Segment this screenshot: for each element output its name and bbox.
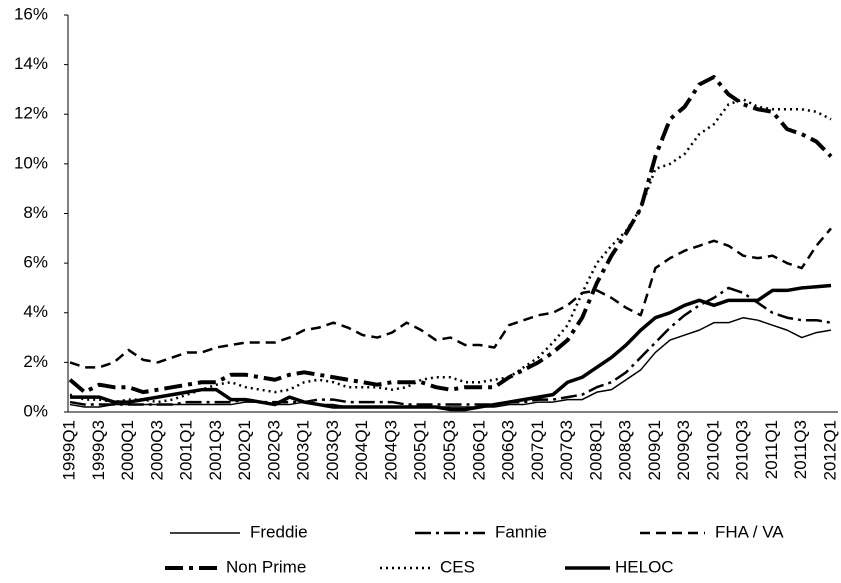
x-tick-label: 2007Q1 [528, 420, 547, 481]
legend-label: Non Prime [226, 557, 306, 576]
y-tick-label: 2% [23, 352, 48, 371]
x-tick-label: 2006Q1 [469, 420, 488, 481]
y-tick-label: 0% [23, 401, 48, 420]
x-tick-label: 2007Q3 [557, 420, 576, 481]
legend-item: Freddie [170, 522, 308, 541]
x-tick-label: 2003Q1 [294, 420, 313, 481]
x-tick-label: 2012Q1 [820, 420, 839, 481]
x-tick-label: 2005Q1 [411, 420, 430, 481]
series-line [70, 283, 832, 412]
y-tick-label: 16% [14, 4, 48, 23]
x-tick-label: 2001Q3 [206, 420, 225, 481]
legend-item: HELOC [565, 557, 674, 576]
x-tick-label: 2010Q3 [733, 420, 752, 481]
legend-label: Fannie [495, 522, 547, 541]
series-line [68, 75, 833, 395]
series-line [69, 98, 832, 404]
legend-label: FHA / VA [715, 522, 784, 541]
legend-item: Fannie [415, 522, 547, 541]
x-tick-label: 2011Q1 [762, 420, 781, 479]
legend-item: FHA / VA [640, 522, 784, 541]
x-tick-label: 2008Q3 [616, 420, 635, 481]
x-tick-label: 2003Q3 [323, 420, 342, 481]
y-tick-label: 4% [23, 302, 48, 321]
legend-label: CES [440, 557, 475, 576]
y-tick-label: 8% [23, 203, 48, 222]
x-tick-label: 2006Q3 [499, 420, 518, 481]
legend-item: CES [380, 557, 475, 576]
x-tick-label: 2004Q3 [381, 420, 400, 481]
x-tick-label: 1999Q1 [59, 420, 78, 481]
x-tick-label: 2000Q3 [147, 420, 166, 481]
legend-label: Freddie [250, 522, 308, 541]
legend-label: HELOC [615, 557, 674, 576]
x-tick-label: 2004Q1 [352, 420, 371, 481]
y-tick-label: 12% [14, 104, 48, 123]
series-line [69, 227, 832, 369]
x-tick-label: 2005Q3 [440, 420, 459, 481]
y-tick-label: 10% [14, 153, 48, 172]
x-tick-label: 1999Q3 [89, 420, 108, 481]
x-tick-label: 2009Q3 [674, 420, 693, 481]
x-tick-label: 2010Q1 [703, 420, 722, 481]
x-tick-label: 2008Q1 [586, 420, 605, 481]
y-tick-label: 14% [14, 54, 48, 73]
legend-item: Non Prime [165, 557, 306, 576]
x-tick-label: 2000Q1 [118, 420, 137, 481]
x-tick-label: 2011Q3 [791, 420, 810, 479]
x-tick-label: 2002Q1 [235, 420, 254, 481]
y-tick-label: 6% [23, 253, 48, 272]
x-tick-label: 2009Q1 [645, 420, 664, 481]
x-tick-label: 2001Q1 [177, 420, 196, 481]
x-tick-label: 2002Q3 [264, 420, 283, 481]
series-line [69, 316, 832, 408]
